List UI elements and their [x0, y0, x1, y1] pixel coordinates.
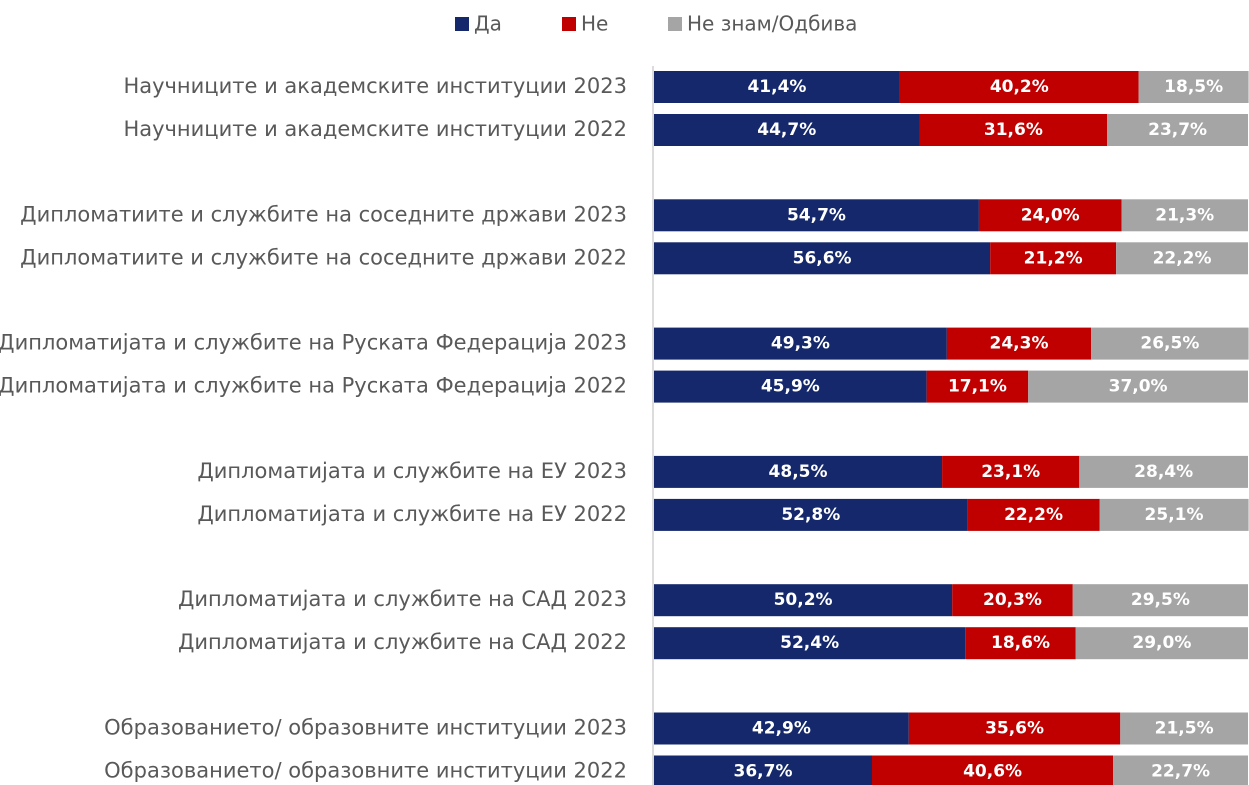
- value-label: 24,3%: [990, 334, 1049, 354]
- value-label: 50,2%: [774, 590, 833, 610]
- bar-segment: [952, 584, 1073, 617]
- value-label: 31,6%: [984, 120, 1043, 140]
- value-label: 22,7%: [1151, 762, 1210, 782]
- value-label: 24,0%: [1021, 205, 1080, 225]
- bar-segment: [654, 755, 872, 785]
- bar-segment: [654, 71, 900, 103]
- category-label: Образованието/ образовните институции 20…: [104, 759, 627, 783]
- category-label: Образованието/ образовните институции 20…: [104, 716, 627, 740]
- value-label: 42,9%: [752, 719, 811, 739]
- bar-segment: [654, 712, 909, 745]
- value-label: 54,7%: [787, 205, 846, 225]
- bar-segment: [978, 199, 1122, 232]
- category-label: Дипломатиите и службите на соседните држ…: [20, 245, 627, 269]
- value-label: 20,3%: [983, 590, 1042, 610]
- bar-segment: [1107, 114, 1248, 146]
- bar-segment: [908, 712, 1121, 745]
- value-label: 36,7%: [734, 762, 793, 782]
- bar-segment: [965, 627, 1076, 660]
- value-label: 48,5%: [769, 462, 828, 482]
- legend-label: Не знам/Одбива: [687, 12, 857, 36]
- value-label: 28,4%: [1134, 462, 1193, 482]
- bar-segment: [1072, 584, 1248, 617]
- bar-segment: [1121, 199, 1248, 232]
- value-label: 25,1%: [1145, 505, 1204, 525]
- category-label: Дипломатијата и службите на САД 2022: [178, 630, 627, 654]
- bar-segment: [946, 327, 1092, 360]
- value-label: 23,7%: [1148, 120, 1207, 140]
- bar-segment: [919, 114, 1108, 146]
- bar-segment: [1079, 455, 1248, 488]
- value-label: 17,1%: [948, 377, 1007, 397]
- value-label: 23,1%: [981, 462, 1040, 482]
- bar-segment: [654, 498, 968, 531]
- bar-segment: [1120, 712, 1248, 745]
- category-label: Научниците и академските институции 2023: [123, 74, 627, 98]
- category-label: Дипломатијата и службите на ЕУ 2023: [197, 459, 627, 483]
- bar-segment: [654, 584, 953, 617]
- value-label: 49,3%: [771, 334, 830, 354]
- value-label: 41,4%: [747, 77, 806, 97]
- value-label: 52,4%: [780, 633, 839, 653]
- value-label: 18,5%: [1164, 77, 1223, 97]
- value-label: 40,2%: [990, 77, 1049, 97]
- category-label: Дипломатиите и службите на соседните држ…: [20, 202, 627, 226]
- value-label: 44,7%: [757, 120, 816, 140]
- value-label: 56,6%: [793, 248, 852, 268]
- bar-segment: [1116, 242, 1248, 275]
- legend-swatch: [455, 17, 469, 31]
- legend-swatch: [562, 17, 576, 31]
- bar-segment: [654, 627, 966, 660]
- category-label: Дипломатијата и службите на Руската Феде…: [0, 374, 627, 398]
- bar-segment: [654, 242, 991, 275]
- bar-segment: [926, 370, 1029, 403]
- bar-segment: [654, 327, 947, 360]
- value-label: 52,8%: [781, 505, 840, 525]
- bar-segment: [1099, 498, 1249, 531]
- value-label: 21,5%: [1155, 719, 1214, 739]
- category-label: Научниците и академските институции 2022: [123, 117, 627, 141]
- category-label: Дипломатијата и службите на Руската Феде…: [0, 331, 627, 355]
- value-label: 18,6%: [991, 633, 1050, 653]
- value-label: 26,5%: [1140, 334, 1199, 354]
- value-label: 29,5%: [1131, 590, 1190, 610]
- value-label: 22,2%: [1004, 505, 1063, 525]
- legend-swatch: [668, 17, 682, 31]
- bar-segment: [899, 71, 1139, 103]
- value-label: 29,0%: [1132, 633, 1191, 653]
- legend-label: Не: [581, 12, 608, 36]
- bar-segment: [942, 455, 1080, 488]
- bar-segment: [1075, 627, 1248, 660]
- bar-segment: [654, 114, 920, 146]
- bar-segment: [967, 498, 1100, 531]
- bar-segment: [1028, 370, 1248, 403]
- value-label: 21,2%: [1024, 248, 1083, 268]
- bar-segment: [990, 242, 1117, 275]
- bar-segment: [1113, 755, 1248, 785]
- value-label: 45,9%: [761, 377, 820, 397]
- value-label: 35,6%: [985, 719, 1044, 739]
- bar-segment: [654, 199, 979, 232]
- value-label: 21,3%: [1155, 205, 1214, 225]
- category-label: Дипломатијата и службите на ЕУ 2022: [197, 502, 627, 526]
- category-label: Дипломатијата и службите на САД 2023: [178, 587, 627, 611]
- legend-label: Да: [474, 12, 502, 36]
- bar-segment: [654, 455, 943, 488]
- value-label: 40,6%: [963, 762, 1022, 782]
- value-label: 22,2%: [1153, 248, 1212, 268]
- bar-segment: [654, 370, 927, 403]
- value-label: 37,0%: [1109, 377, 1168, 397]
- bar-segment: [1138, 71, 1249, 103]
- bar-segment: [1091, 327, 1249, 360]
- bar-segment: [871, 755, 1114, 785]
